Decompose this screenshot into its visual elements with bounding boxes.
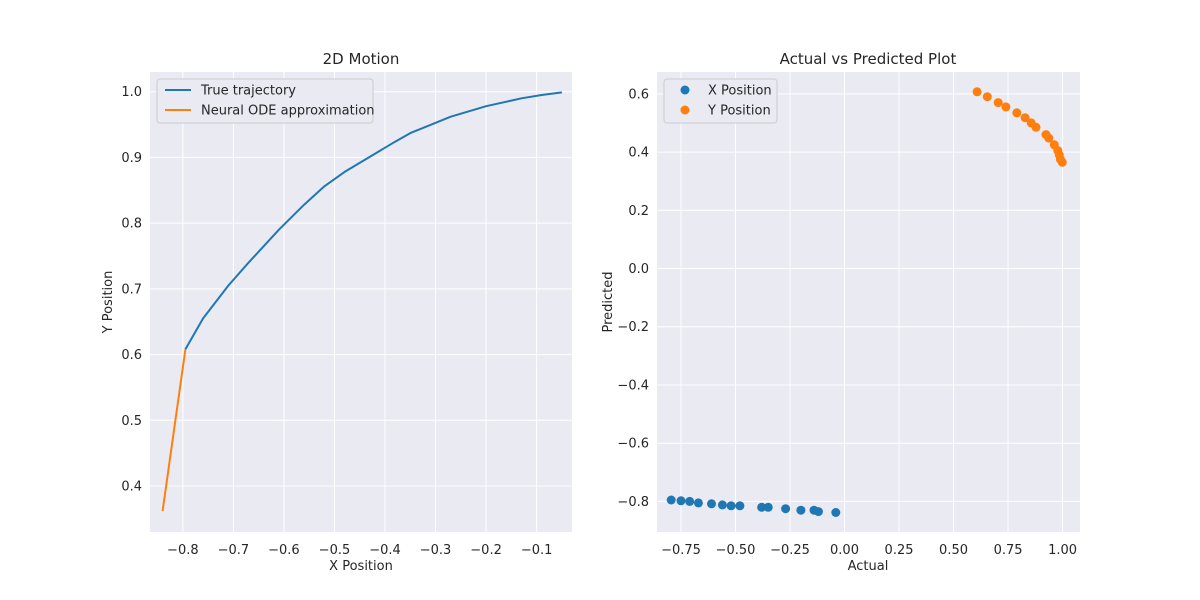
y-axis-label: Predicted: [601, 271, 616, 332]
y-tick-label: −0.6: [617, 437, 649, 452]
point-x-position: [735, 501, 745, 511]
legend-label-x-position: X Position: [708, 84, 772, 99]
y-tick-label: 0.9: [121, 151, 142, 166]
y-tick-label: 0.4: [121, 480, 142, 495]
y-tick-label: −0.2: [617, 320, 649, 335]
chart-title: Actual vs Predicted Plot: [780, 50, 957, 68]
plot-area: [150, 72, 572, 532]
y-tick-label: 1.0: [121, 85, 142, 100]
x-axis-label: X Position: [329, 559, 393, 574]
point-x-position: [813, 507, 823, 517]
x-tick-labels: −0.8 −0.7 −0.6 −0.5 −0.4 −0.3 −0.2 −0.1: [167, 543, 552, 558]
point-y-position: [1020, 113, 1030, 123]
series-points: [666, 87, 1067, 517]
point-x-position: [717, 500, 727, 510]
x-tick-label: −0.8: [167, 543, 199, 558]
x-tick-label: −0.7: [218, 543, 250, 558]
x-tick-label: 0.50: [939, 543, 968, 558]
x-tick-labels: −0.75 −0.50 −0.25 0.00 0.25 0.50 0.75 1.00: [661, 543, 1077, 558]
point-x-position: [685, 496, 695, 506]
y-tick-label: 0.6: [628, 87, 649, 102]
y-tick-label: 0.6: [121, 348, 142, 363]
point-y-position: [993, 98, 1003, 108]
chart-2d-motion: −0.8 −0.7 −0.6 −0.5 −0.4 −0.3 −0.2 −0.1 0.40.50…: [101, 50, 572, 574]
point-y-position: [1012, 108, 1022, 118]
x-axis-label: Actual: [848, 559, 889, 574]
legend-marker-y-position: [680, 105, 690, 115]
point-x-position: [666, 495, 676, 505]
x-tick-label: 0.25: [885, 543, 914, 558]
y-axis-label: Y Position: [101, 271, 116, 335]
y-tick-label: 0.5: [121, 414, 142, 429]
x-tick-label: 0.75: [994, 543, 1023, 558]
y-tick-labels: 0.4 0.5 0.6 0.7 0.8 0.9 1.0: [121, 85, 142, 494]
y-tick-label: −0.8: [617, 495, 649, 510]
point-y-position: [1057, 157, 1067, 167]
x-tick-label: 1.00: [1048, 543, 1077, 558]
x-tick-label: −0.50: [716, 543, 756, 558]
chart-title: 2D Motion: [323, 50, 400, 68]
x-tick-label: −0.4: [369, 543, 401, 558]
point-x-position: [757, 502, 767, 512]
point-x-position: [781, 504, 791, 514]
legend: True trajectory Neural ODE approximation: [156, 78, 375, 124]
chart-actual-vs-predicted: −0.75 −0.50 −0.25 0.00 0.25 0.50 0.75 1.00 −0.8…: [601, 50, 1080, 574]
series-lines: [161, 91, 563, 512]
point-x-position: [763, 502, 773, 512]
x-tick-label: −0.6: [268, 543, 300, 558]
x-tick-label: 0.00: [830, 543, 859, 558]
plot-area: [657, 72, 1080, 532]
point-x-position: [707, 499, 716, 509]
x-tick-label: −0.1: [521, 543, 553, 558]
x-tick-label: −0.2: [470, 543, 502, 558]
point-x-position: [796, 505, 806, 515]
legend: X Position Y Position: [663, 78, 778, 124]
x-tick-label: −0.5: [319, 543, 351, 558]
y-tick-label: 0.7: [121, 282, 142, 297]
legend-marker-x-position: [680, 85, 690, 95]
series-line-true-trajectory: [184, 91, 563, 350]
point-x-position: [831, 508, 841, 517]
x-tick-label: −0.25: [770, 543, 810, 558]
grid: [657, 72, 1080, 532]
point-y-position: [1044, 133, 1054, 143]
y-tick-label: 0.2: [628, 204, 649, 219]
point-y-position: [1031, 122, 1041, 132]
x-tick-label: −0.3: [420, 543, 452, 558]
legend-label-y-position: Y Position: [707, 104, 771, 119]
legend-label-neural-ode: Neural ODE approximation: [201, 104, 375, 119]
point-y-position: [972, 87, 982, 97]
y-tick-label: 0.4: [628, 146, 649, 161]
x-tick-label: −0.75: [661, 543, 701, 558]
point-y-position: [1001, 102, 1011, 112]
legend-label-true-trajectory: True trajectory: [200, 84, 296, 99]
legend-box: [156, 78, 374, 124]
point-x-position: [676, 496, 686, 506]
legend-box: [663, 78, 778, 124]
point-x-position: [726, 501, 736, 511]
point-x-position: [693, 498, 703, 508]
series-line-neural-ode-approximation: [161, 349, 187, 512]
y-tick-label: 0.8: [121, 217, 142, 232]
point-y-position: [982, 92, 992, 102]
y-tick-labels: −0.8 −0.6 −0.4 −0.2 0.0 0.2 0.4 0.6: [617, 87, 649, 510]
y-tick-label: 0.0: [628, 262, 649, 277]
y-tick-label: −0.4: [617, 378, 649, 393]
